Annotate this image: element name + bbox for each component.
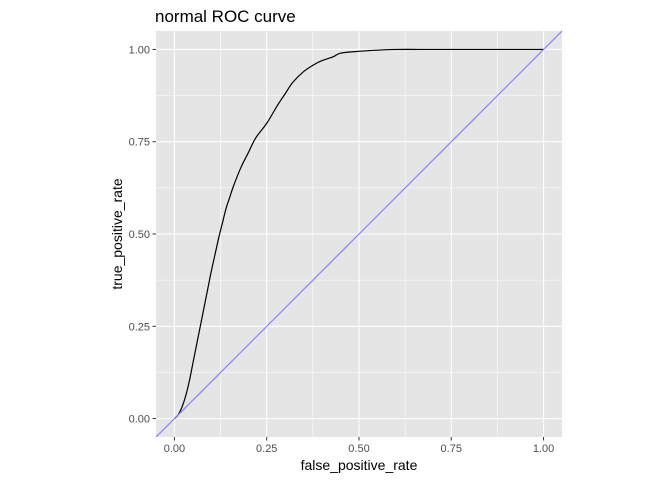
y-tick-label: 0.75 [129, 137, 150, 149]
x-axis-title: false_positive_rate [301, 457, 418, 473]
y-tick-label: 0.00 [129, 414, 150, 426]
y-tick-label: 0.25 [129, 321, 150, 333]
roc-curve-line [174, 48, 544, 419]
x-tick-label: 0.25 [256, 443, 277, 455]
series-layer [156, 31, 562, 437]
x-tick-label: 1.00 [533, 443, 554, 455]
y-tick-label: 1.00 [129, 44, 150, 56]
x-tick-label: 0.50 [348, 443, 369, 455]
x-axis-ticks: 0.00 0.25 0.50 0.75 1.00 [164, 437, 554, 455]
diagonal-reference-line [156, 31, 562, 437]
x-tick-label: 0.00 [164, 443, 185, 455]
y-tick-label: 0.50 [129, 229, 150, 241]
y-axis-ticks: 0.00 0.25 0.50 0.75 1.00 [129, 44, 156, 426]
chart-title: normal ROC curve [155, 7, 296, 26]
y-axis-title: true_positive_rate [109, 178, 125, 290]
x-tick-label: 0.75 [441, 443, 462, 455]
